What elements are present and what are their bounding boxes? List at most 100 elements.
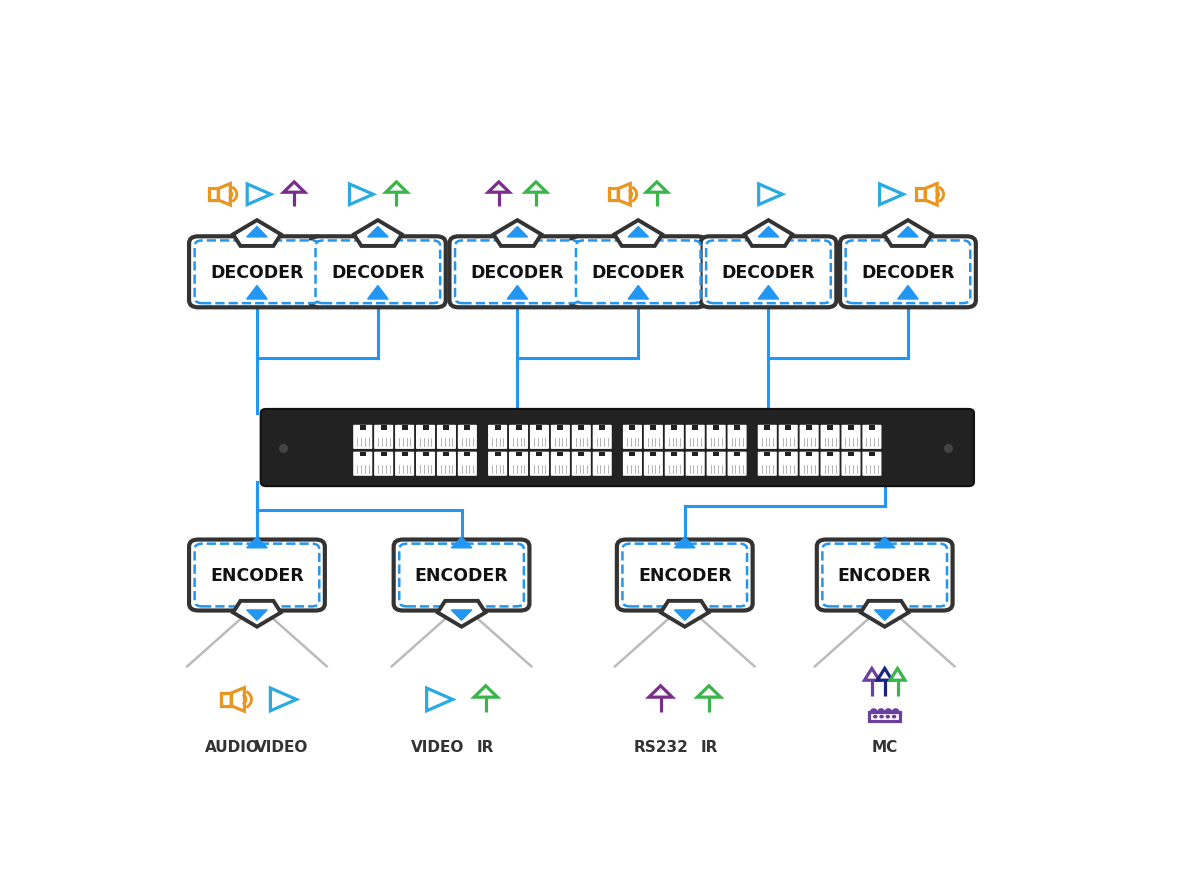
FancyBboxPatch shape	[509, 426, 528, 450]
FancyBboxPatch shape	[450, 237, 586, 308]
FancyBboxPatch shape	[617, 540, 752, 611]
FancyBboxPatch shape	[650, 453, 656, 457]
FancyBboxPatch shape	[799, 426, 818, 450]
FancyBboxPatch shape	[464, 453, 470, 457]
FancyBboxPatch shape	[551, 452, 570, 477]
Polygon shape	[233, 601, 281, 627]
Text: ENCODER: ENCODER	[210, 567, 304, 585]
FancyBboxPatch shape	[360, 426, 366, 430]
FancyBboxPatch shape	[516, 426, 522, 430]
Circle shape	[893, 716, 895, 718]
FancyBboxPatch shape	[671, 426, 677, 430]
FancyBboxPatch shape	[444, 426, 450, 430]
FancyBboxPatch shape	[437, 452, 456, 477]
FancyBboxPatch shape	[665, 452, 684, 477]
FancyBboxPatch shape	[530, 452, 548, 477]
FancyBboxPatch shape	[779, 452, 798, 477]
Polygon shape	[247, 611, 268, 620]
FancyBboxPatch shape	[863, 426, 882, 450]
FancyBboxPatch shape	[488, 426, 508, 450]
FancyBboxPatch shape	[576, 241, 701, 304]
FancyBboxPatch shape	[665, 426, 684, 450]
FancyBboxPatch shape	[536, 426, 542, 430]
FancyBboxPatch shape	[713, 426, 719, 430]
FancyBboxPatch shape	[380, 426, 386, 430]
FancyBboxPatch shape	[779, 426, 798, 450]
FancyBboxPatch shape	[734, 426, 740, 430]
FancyBboxPatch shape	[848, 426, 854, 430]
Text: MC: MC	[871, 739, 898, 754]
Polygon shape	[860, 601, 908, 627]
FancyBboxPatch shape	[395, 452, 414, 477]
Polygon shape	[758, 227, 779, 238]
FancyBboxPatch shape	[757, 426, 776, 450]
FancyBboxPatch shape	[841, 452, 860, 477]
FancyBboxPatch shape	[194, 241, 319, 304]
FancyBboxPatch shape	[757, 452, 776, 477]
FancyBboxPatch shape	[455, 241, 580, 304]
Polygon shape	[628, 286, 648, 299]
FancyBboxPatch shape	[530, 426, 548, 450]
FancyBboxPatch shape	[707, 426, 726, 450]
FancyBboxPatch shape	[374, 452, 394, 477]
Text: DECODER: DECODER	[592, 264, 685, 282]
FancyBboxPatch shape	[536, 453, 542, 457]
FancyBboxPatch shape	[841, 426, 860, 450]
Text: DECODER: DECODER	[470, 264, 564, 282]
Text: DECODER: DECODER	[721, 264, 815, 282]
FancyBboxPatch shape	[727, 426, 746, 450]
Polygon shape	[247, 227, 268, 238]
FancyBboxPatch shape	[360, 453, 366, 457]
FancyBboxPatch shape	[488, 452, 508, 477]
Text: ENCODER: ENCODER	[838, 567, 931, 585]
Polygon shape	[884, 221, 932, 247]
FancyBboxPatch shape	[692, 426, 698, 430]
Polygon shape	[508, 227, 528, 238]
FancyBboxPatch shape	[799, 452, 818, 477]
FancyBboxPatch shape	[644, 452, 662, 477]
Polygon shape	[758, 286, 779, 299]
FancyBboxPatch shape	[869, 426, 875, 430]
FancyBboxPatch shape	[817, 540, 953, 611]
FancyBboxPatch shape	[422, 426, 428, 430]
FancyBboxPatch shape	[494, 426, 500, 430]
FancyBboxPatch shape	[557, 453, 563, 457]
FancyBboxPatch shape	[422, 453, 428, 457]
FancyBboxPatch shape	[827, 426, 833, 430]
Text: IR: IR	[478, 739, 494, 754]
FancyBboxPatch shape	[764, 426, 770, 430]
FancyBboxPatch shape	[571, 452, 590, 477]
Polygon shape	[247, 286, 268, 299]
Polygon shape	[875, 537, 895, 548]
FancyBboxPatch shape	[194, 544, 319, 607]
Polygon shape	[744, 221, 792, 247]
Polygon shape	[367, 227, 388, 238]
FancyBboxPatch shape	[402, 426, 408, 430]
FancyBboxPatch shape	[593, 452, 612, 477]
FancyBboxPatch shape	[394, 540, 529, 611]
Polygon shape	[875, 611, 895, 620]
FancyBboxPatch shape	[599, 426, 605, 430]
FancyBboxPatch shape	[416, 426, 436, 450]
FancyBboxPatch shape	[380, 453, 386, 457]
FancyBboxPatch shape	[402, 453, 408, 457]
FancyBboxPatch shape	[310, 237, 445, 308]
FancyBboxPatch shape	[599, 453, 605, 457]
FancyBboxPatch shape	[764, 453, 770, 457]
FancyBboxPatch shape	[827, 453, 833, 457]
Polygon shape	[354, 221, 402, 247]
Text: AUDIO: AUDIO	[205, 739, 260, 754]
FancyBboxPatch shape	[551, 426, 570, 450]
FancyBboxPatch shape	[316, 241, 440, 304]
FancyBboxPatch shape	[707, 452, 726, 477]
FancyBboxPatch shape	[630, 453, 636, 457]
Polygon shape	[898, 227, 918, 238]
FancyBboxPatch shape	[806, 453, 812, 457]
FancyBboxPatch shape	[623, 452, 642, 477]
FancyBboxPatch shape	[374, 426, 394, 450]
FancyBboxPatch shape	[650, 426, 656, 430]
FancyBboxPatch shape	[464, 426, 470, 430]
Polygon shape	[367, 286, 388, 299]
Polygon shape	[451, 537, 472, 548]
FancyBboxPatch shape	[190, 237, 325, 308]
